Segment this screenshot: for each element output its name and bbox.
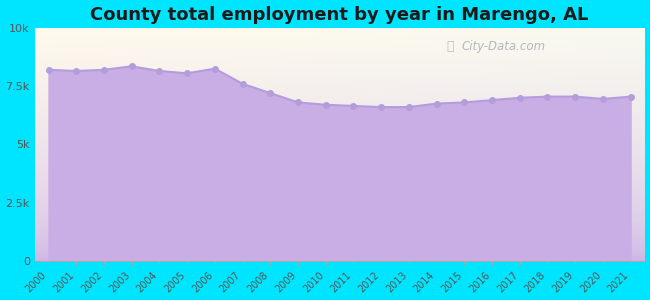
- Point: [237, 81, 248, 86]
- Point: [404, 105, 414, 110]
- Point: [597, 97, 608, 101]
- Point: [432, 101, 442, 106]
- Point: [154, 69, 164, 74]
- Point: [182, 71, 192, 76]
- Text: ⦿: ⦿: [447, 40, 454, 52]
- Point: [44, 68, 54, 72]
- Point: [265, 91, 276, 95]
- Point: [625, 94, 636, 99]
- Point: [99, 68, 109, 72]
- Point: [487, 98, 497, 103]
- Text: City-Data.com: City-Data.com: [462, 40, 545, 52]
- Point: [348, 103, 359, 108]
- Point: [210, 66, 220, 71]
- Point: [292, 100, 303, 105]
- Point: [127, 64, 137, 69]
- Point: [320, 102, 331, 107]
- Point: [376, 105, 386, 110]
- Point: [542, 94, 552, 99]
- Point: [71, 69, 81, 74]
- Point: [570, 94, 580, 99]
- Title: County total employment by year in Marengo, AL: County total employment by year in Maren…: [90, 6, 589, 24]
- Point: [515, 95, 525, 100]
- Point: [459, 100, 469, 105]
